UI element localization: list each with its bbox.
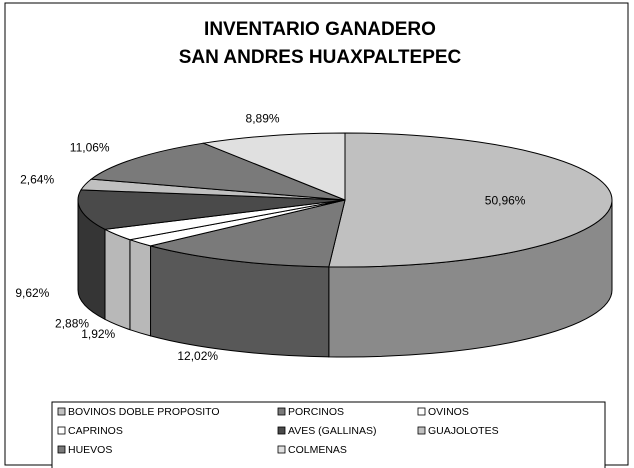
legend-swatch (277, 407, 286, 416)
legend-label: BOVINOS DOBLE PROPOSITO (68, 406, 220, 418)
data-label: 2,64% (20, 173, 54, 187)
data-label: 8,89% (246, 112, 280, 126)
legend-swatch (57, 426, 66, 435)
legend-label: PORCINOS (288, 406, 344, 418)
legend-label: OVINOS (428, 406, 469, 418)
legend-swatch (57, 407, 66, 416)
data-label: 11,06% (70, 141, 110, 155)
data-label: 12,02% (177, 349, 218, 363)
data-label: 2,88% (55, 316, 89, 330)
slice (328, 132, 613, 268)
legend-label: HUEVOS (68, 444, 112, 456)
slice-side (129, 239, 152, 337)
slice (77, 189, 346, 230)
legend-swatch (57, 445, 66, 454)
legend-swatch (277, 426, 286, 435)
data-label: 1,92% (81, 327, 115, 341)
legend-swatch (417, 426, 426, 435)
legend-label: GUAJOLOTES (428, 425, 499, 437)
legend-swatch (417, 407, 426, 416)
slice-side (104, 228, 131, 331)
data-label: 50,96% (485, 193, 526, 207)
chart-subtitle: SAN ANDRES HUAXPALTEPEC (179, 47, 462, 68)
slice (89, 142, 346, 201)
chart-title: INVENTARIO GANADERO (204, 19, 436, 40)
legend-label: CAPRINOS (68, 425, 123, 437)
data-label: 9,62% (15, 286, 49, 300)
legend-swatch (277, 445, 286, 454)
legend-label: COLMENAS (288, 444, 347, 456)
slice (150, 199, 346, 268)
legend-box (51, 401, 606, 468)
slice (201, 132, 346, 201)
legend-label: AVES (GALLINAS) (288, 425, 377, 437)
